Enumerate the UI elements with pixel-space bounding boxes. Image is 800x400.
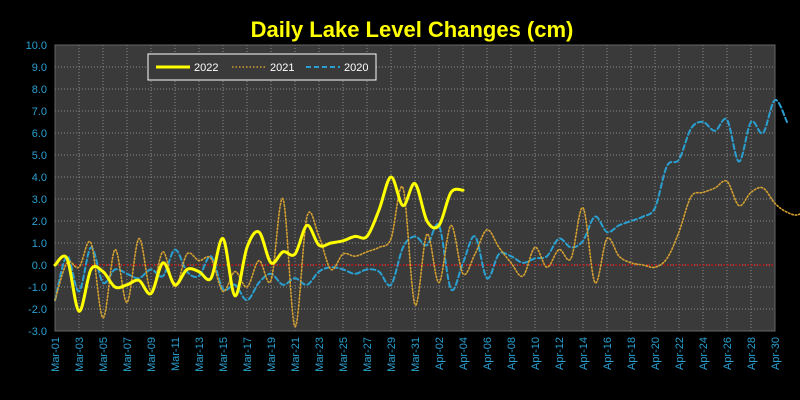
x-tick-label: Apr-16 (602, 337, 614, 370)
x-tick-label: Apr-22 (674, 337, 686, 370)
y-tick-label: -3.0 (28, 326, 47, 338)
x-tick-label: Mar-21 (290, 337, 302, 372)
x-tick-label: Mar-13 (194, 337, 206, 372)
x-tick-label: Apr-08 (506, 337, 518, 370)
x-tick-label: Apr-18 (626, 337, 638, 370)
x-tick-label: Mar-17 (242, 337, 254, 372)
y-tick-label: 2.0 (32, 216, 47, 228)
y-tick-label: 7.0 (32, 106, 47, 118)
y-tick-label: -1.0 (28, 282, 47, 294)
series-line-2022 (53, 175, 465, 313)
x-tick-label: Mar-27 (362, 337, 374, 372)
x-tick-label: Mar-11 (170, 337, 182, 371)
x-tick-label: Apr-24 (698, 337, 710, 370)
x-tick-label: Mar-31 (410, 337, 422, 372)
x-tick-label: Apr-20 (650, 337, 662, 370)
series-line-2021 (54, 179, 800, 328)
zero-line (54, 44, 776, 332)
x-tick-label: Apr-26 (722, 337, 734, 370)
y-tick-label: 10.0 (26, 40, 47, 52)
series-group (53, 99, 800, 328)
y-tick-label: 1.0 (32, 238, 47, 250)
y-tick-label: 5.0 (32, 150, 47, 162)
x-tick-label: Mar-07 (122, 337, 134, 372)
y-tick-label: 6.0 (32, 128, 47, 140)
x-tick-label: Mar-23 (314, 337, 326, 372)
y-tick-label: 3.0 (32, 194, 47, 206)
x-tick-label: Mar-09 (146, 337, 158, 372)
x-tick-label: Apr-14 (578, 337, 590, 370)
x-tick-label: Apr-10 (530, 337, 542, 370)
legend-label-2020: 2020 (344, 62, 368, 74)
x-tick-label: Apr-12 (554, 337, 566, 370)
series-line-2020 (54, 99, 788, 302)
x-tick-label: Apr-28 (746, 337, 758, 370)
y-tick-label: 8.0 (32, 84, 47, 96)
x-tick-label: Mar-15 (218, 337, 230, 372)
y-tick-label: -2.0 (28, 304, 47, 316)
x-tick-label: Apr-30 (770, 337, 782, 370)
y-tick-label: 4.0 (32, 172, 47, 184)
x-tick-label: Mar-01 (50, 337, 62, 372)
chart-title: Daily Lake Level Changes (cm) (251, 17, 574, 42)
x-tick-label: Apr-04 (458, 337, 470, 370)
x-tick-label: Mar-05 (98, 337, 110, 372)
x-tick-label: Mar-25 (338, 337, 350, 372)
y-tick-label: 9.0 (32, 62, 47, 74)
legend: 2022 2021 2020 (147, 53, 377, 81)
x-tick-label: Mar-03 (74, 337, 86, 372)
y-tick-label: 0.0 (32, 260, 47, 272)
x-tick-label: Mar-19 (266, 337, 278, 372)
x-tick-label: Apr-02 (434, 337, 446, 370)
legend-label-2022: 2022 (194, 62, 218, 74)
x-tick-label: Mar-29 (386, 337, 398, 372)
y-axis-ticks: -3.0 -2.0 -1.0 0.0 1.0 2.0 3.0 4.0 5.0 6.0 7.0 8.0 9… (26, 40, 47, 338)
x-tick-label: Apr-06 (482, 337, 494, 370)
plot-border (54, 44, 776, 332)
legend-label-2021: 2021 (270, 62, 294, 74)
x-axis-ticks: Mar-01 Mar-03 Mar-05 Mar-07 Mar-09 Mar-11 Mar-… (50, 337, 782, 372)
